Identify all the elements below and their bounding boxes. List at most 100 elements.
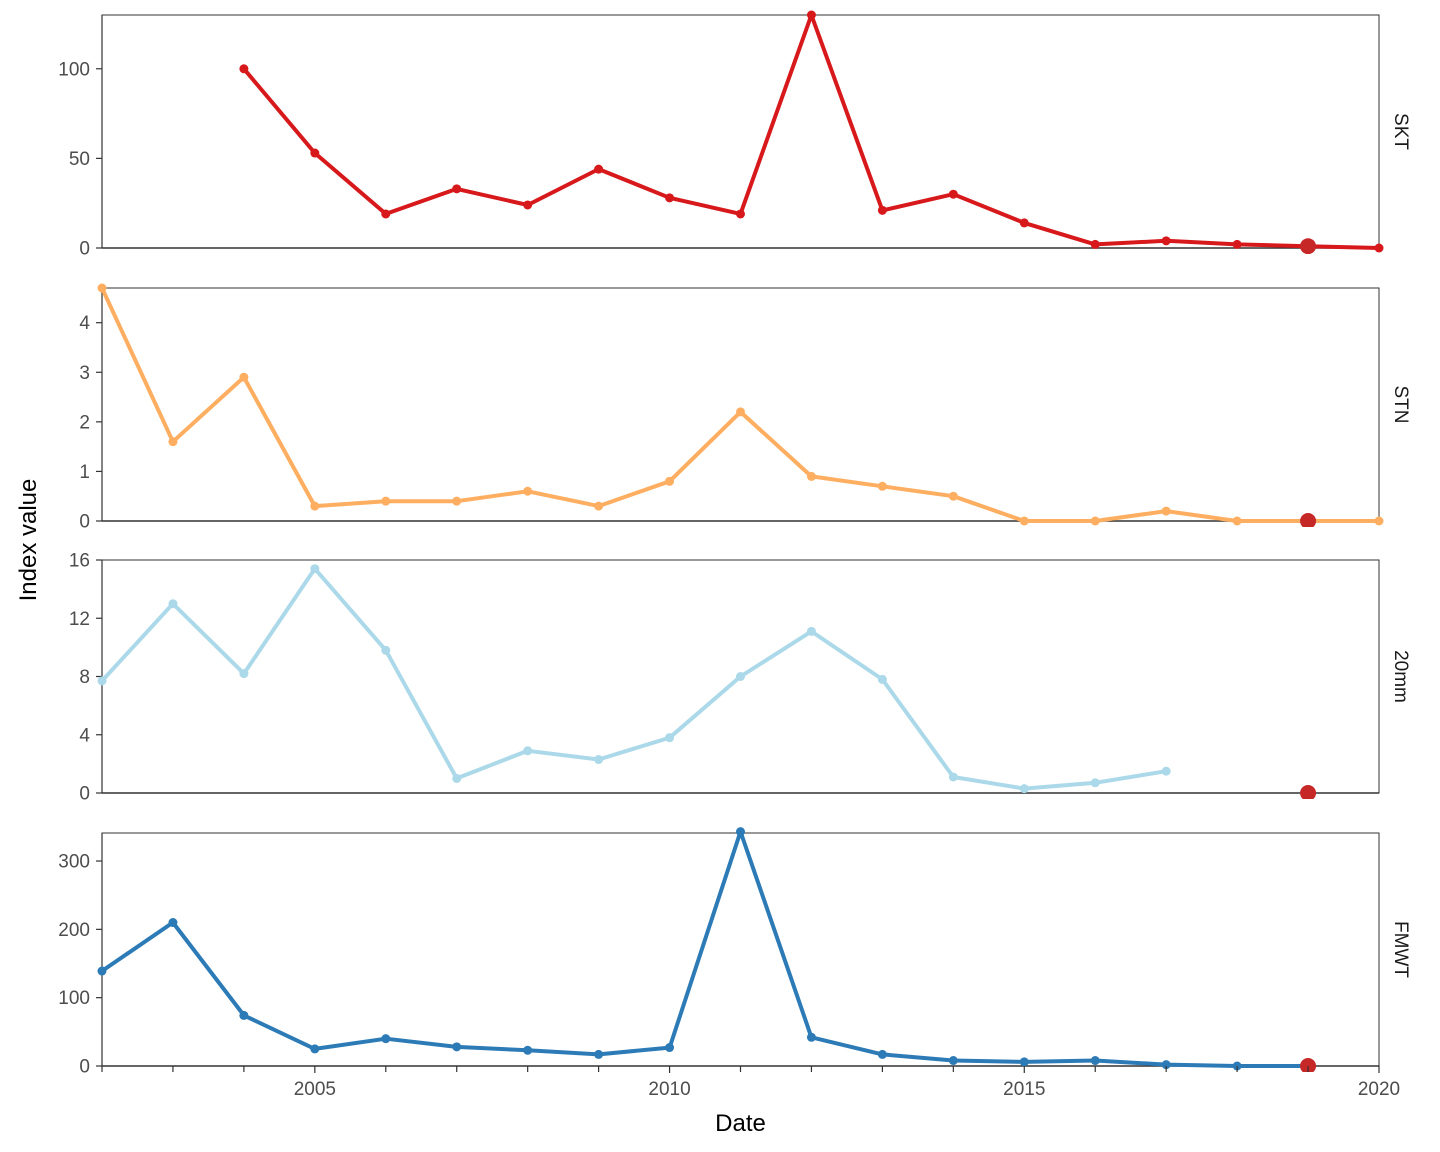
y-tick-label: 0: [79, 239, 90, 260]
data-point: [239, 1010, 249, 1020]
data-point: [594, 755, 604, 765]
y-tick-label: 2: [79, 412, 90, 433]
data-point: [1161, 236, 1171, 246]
data-point: [523, 1045, 533, 1055]
x-tick-label: 2005: [294, 1079, 336, 1100]
data-point: [806, 10, 816, 20]
data-point: [1161, 506, 1171, 516]
data-point: [1090, 239, 1100, 249]
y-tick-label: 3: [79, 363, 90, 384]
data-point: [310, 1044, 320, 1054]
series-group: [239, 10, 1384, 254]
y-axis-title: Index value: [15, 479, 42, 602]
data-point: [1232, 516, 1242, 526]
y-tick-label: 0: [79, 1057, 90, 1078]
data-point: [523, 200, 533, 210]
panel-skt: 0 50 100 SKT: [58, 10, 1411, 260]
data-point: [806, 1032, 816, 1042]
data-point: [1374, 243, 1384, 253]
y-tick-label: 0: [79, 512, 90, 533]
data-point: [452, 184, 462, 194]
x-tick-label: 2010: [648, 1079, 690, 1100]
data-point: [310, 564, 320, 574]
data-point: [168, 918, 178, 928]
data-point: [877, 481, 887, 491]
data-point: [736, 827, 745, 837]
data-point: [97, 966, 107, 976]
data-point: [381, 1034, 391, 1044]
data-point: [736, 672, 745, 681]
data-point: [806, 626, 816, 636]
facet-strip-label: 20mm: [1390, 650, 1411, 703]
data-point: [381, 645, 391, 655]
data-point: [523, 486, 533, 496]
data-point: [452, 1042, 462, 1052]
data-point: [665, 1043, 675, 1053]
series-group: [97, 283, 1384, 527]
data-point: [168, 437, 178, 447]
series-group: [97, 827, 1317, 1072]
y-tick-label: 16: [69, 551, 90, 572]
panel-border: [101, 287, 1380, 522]
data-point: [806, 471, 816, 481]
data-point: [1019, 784, 1029, 794]
data-point: [452, 496, 462, 506]
highlight-point: [1300, 1058, 1317, 1072]
data-point: [1161, 1060, 1171, 1070]
data-point: [877, 205, 887, 215]
data-point: [665, 476, 675, 486]
data-point: [594, 164, 604, 174]
data-point: [948, 189, 958, 199]
highlight-point: [1300, 238, 1317, 254]
facet-strip-label: FMWT: [1390, 921, 1411, 978]
data-point: [665, 193, 675, 203]
y-tick-label: 50: [69, 149, 90, 170]
series-group: [97, 564, 1317, 799]
data-point: [948, 491, 958, 501]
y-tick-label: 200: [58, 920, 90, 941]
data-point: [1161, 766, 1171, 776]
y-tick-label: 0: [79, 784, 90, 805]
y-tick-label: 100: [58, 59, 90, 80]
data-point: [1019, 1057, 1029, 1067]
data-point: [97, 283, 107, 293]
data-point: [168, 599, 178, 609]
y-tick-label: 12: [69, 609, 90, 630]
data-point: [310, 148, 320, 158]
data-point: [97, 676, 107, 686]
data-point: [665, 733, 675, 743]
y-tick-label: 1: [79, 462, 90, 483]
series-line: [100, 829, 1311, 1068]
data-point: [1090, 1056, 1100, 1066]
data-point: [1232, 239, 1242, 249]
series-line: [100, 566, 1169, 791]
data-point: [239, 669, 249, 679]
data-point: [948, 772, 958, 782]
data-point: [877, 674, 887, 684]
data-point: [877, 1049, 887, 1059]
data-point: [736, 407, 745, 417]
data-point: [1374, 516, 1384, 526]
data-point: [948, 1056, 958, 1066]
y-tick-label: 4: [79, 725, 90, 746]
x-tick-label: 2015: [1003, 1079, 1045, 1100]
data-point: [381, 209, 391, 219]
highlight-point: [1300, 785, 1317, 799]
data-point: [1019, 218, 1029, 228]
data-point: [239, 372, 249, 382]
x-tick-label: 2020: [1358, 1079, 1400, 1100]
data-point: [381, 496, 391, 506]
data-point: [594, 501, 604, 511]
panel-stn: 0 1 2 3 4 STN: [79, 283, 1411, 533]
data-point: [1090, 516, 1100, 526]
x-axis-title: Date: [715, 1110, 766, 1137]
data-point: [1090, 778, 1100, 788]
data-point: [736, 209, 745, 219]
facet-strip-label: STN: [1390, 386, 1411, 424]
data-point: [523, 746, 533, 756]
data-point: [310, 501, 320, 511]
facet-strip-label: SKT: [1390, 113, 1411, 150]
data-point: [239, 64, 249, 74]
